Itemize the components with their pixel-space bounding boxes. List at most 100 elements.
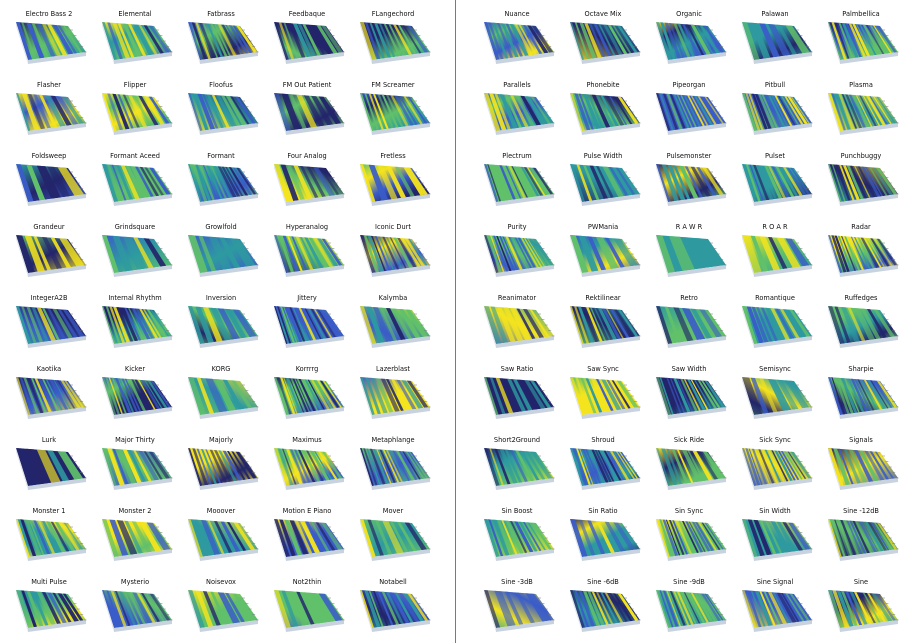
surface-ridge (837, 235, 853, 272)
surface-ridge (748, 93, 764, 130)
surface-ridge (765, 307, 784, 341)
surface-ridge (790, 96, 810, 124)
surface-ridge (379, 307, 398, 341)
surface-ridge (517, 166, 537, 197)
surface-ridge (759, 378, 778, 413)
surface-ridge (511, 237, 529, 269)
surface-ridge (742, 164, 757, 202)
surface-ridge (597, 450, 615, 482)
surface-ridge (188, 448, 203, 486)
surface-ridge (585, 449, 601, 484)
surface-wall (114, 194, 172, 206)
wavetable-surface-plot (16, 164, 87, 206)
surface-ridge (578, 235, 599, 272)
surface-ridge (24, 235, 45, 272)
surface-ridge (408, 451, 428, 479)
surface-wall (656, 306, 668, 348)
surface-wall (28, 407, 86, 419)
surface-ridge (489, 377, 506, 415)
surface-wall (668, 549, 726, 561)
surface-ridge (196, 448, 212, 485)
surface-ridge (690, 592, 709, 623)
surface-ridge (871, 593, 893, 622)
wavetable-tile: PWMania (560, 213, 646, 283)
surface-ridge (850, 236, 867, 270)
surface-ridge (16, 22, 32, 60)
surface-ridge (662, 590, 679, 627)
surface-ridge (758, 94, 776, 129)
surface-ridge (841, 591, 858, 626)
wavetable-tile: Semisync (732, 355, 818, 425)
surface-wall (188, 448, 200, 490)
wavetable-surface-plot (360, 590, 431, 632)
wavetable-title: Sine -12dB (843, 507, 879, 515)
surface-wall (484, 235, 496, 277)
surface-ridge (656, 235, 676, 273)
surface-ridge (527, 25, 549, 54)
surface-ridge (747, 519, 765, 557)
surface-ridge (195, 164, 211, 201)
surface-ridge (587, 520, 606, 555)
surface-ridge (749, 164, 764, 201)
surface-ridge (56, 96, 79, 125)
surface-ridge (680, 378, 698, 412)
surface-ridge (490, 235, 505, 273)
surface-ridge (374, 520, 393, 555)
surface-ridge (382, 449, 400, 483)
surface-ridge (843, 520, 860, 555)
surface-ridge (604, 95, 625, 126)
surface-ridge (582, 306, 599, 343)
surface-ridge (117, 94, 134, 129)
surface-ridge (404, 238, 425, 267)
surface-ridge (113, 306, 130, 343)
surface-wall (360, 22, 372, 64)
surface-ridge (515, 95, 535, 127)
surface-ridge (322, 380, 342, 408)
surface-ridge (603, 24, 623, 55)
surface-wall (840, 620, 898, 632)
wavetable-title: Formant Aceed (110, 152, 160, 160)
surface-ridge (678, 520, 695, 554)
surface-ridge (578, 519, 596, 556)
surface-ridge (742, 519, 758, 557)
surface-ridge (286, 306, 303, 343)
surface-wall (16, 93, 28, 135)
surface-ridge (188, 590, 205, 628)
surface-wall (742, 306, 754, 348)
surface-ridge (665, 519, 681, 556)
surface-ridge (687, 95, 705, 127)
surface-wall (102, 377, 114, 419)
surface-ridge (860, 379, 878, 410)
surface-ridge (141, 593, 161, 622)
wavetable-tile: Sharpie (818, 355, 904, 425)
surface-ridge (497, 23, 514, 58)
surface-ridge (279, 519, 296, 557)
surface-ridge (143, 96, 165, 125)
wavetable-surface-plot (742, 448, 813, 490)
surface-ridge (606, 379, 626, 410)
surface-ridge (589, 165, 608, 199)
surface-ridge (484, 93, 501, 131)
surface-ridge (510, 450, 528, 482)
wavetable-surface-plot (484, 235, 555, 277)
surface-ridge (145, 593, 165, 622)
surface-ridge (704, 380, 726, 408)
surface-ridge (378, 23, 396, 58)
wavetable-title: Feedbaque (288, 10, 326, 18)
surface-ridge (872, 167, 893, 196)
wavetable-surface-plot (102, 93, 173, 135)
surface-ridge (585, 378, 603, 413)
surface-wall (372, 478, 430, 490)
surface-ridge (36, 165, 61, 199)
surface-ridge (687, 592, 706, 624)
surface-ridge (194, 519, 211, 556)
surface-ridge (697, 96, 717, 125)
wavetable-surface-plot (570, 164, 641, 206)
surface-ridge (596, 379, 614, 411)
surface-ridge (23, 377, 40, 414)
surface-ridge (393, 237, 413, 268)
surface-ridge (789, 593, 810, 621)
surface-ridge (16, 306, 32, 344)
surface-ridge (583, 94, 601, 129)
surface-ridge (21, 93, 40, 131)
